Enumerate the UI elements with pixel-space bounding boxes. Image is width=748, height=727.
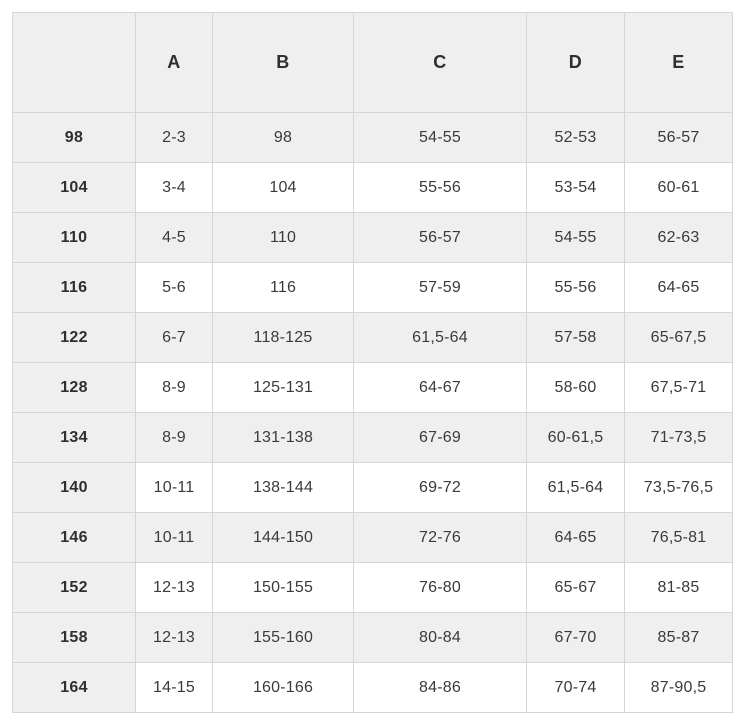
cell-b: 118-125 (212, 312, 354, 363)
table-row: 104 3-4 104 55-56 53-54 60-61 (12, 162, 733, 213)
row-label: 158 (12, 612, 136, 663)
cell-e: 65-67,5 (624, 312, 733, 363)
cell-b: 125-131 (212, 362, 354, 413)
cell-c: 67-69 (353, 412, 527, 463)
cell-e: 73,5-76,5 (624, 462, 733, 513)
cell-d: 57-58 (526, 312, 625, 363)
cell-c: 72-76 (353, 512, 527, 563)
table-row: 98 2-3 98 54-55 52-53 56-57 (12, 112, 733, 163)
cell-b: 104 (212, 162, 354, 213)
cell-a: 6-7 (135, 312, 213, 363)
cell-d: 61,5-64 (526, 462, 625, 513)
cell-d: 52-53 (526, 112, 625, 163)
cell-b: 98 (212, 112, 354, 163)
column-header-c: C (353, 12, 527, 113)
row-label: 164 (12, 662, 136, 713)
cell-a: 8-9 (135, 412, 213, 463)
cell-b: 138-144 (212, 462, 354, 513)
column-header-e: E (624, 12, 733, 113)
row-label: 104 (12, 162, 136, 213)
table-row: 134 8-9 131-138 67-69 60-61,5 71-73,5 (12, 412, 733, 463)
cell-a: 8-9 (135, 362, 213, 413)
cell-e: 71-73,5 (624, 412, 733, 463)
table-row: 152 12-13 150-155 76-80 65-67 81-85 (12, 562, 733, 613)
cell-e: 87-90,5 (624, 662, 733, 713)
cell-c: 84-86 (353, 662, 527, 713)
table-row: 140 10-11 138-144 69-72 61,5-64 73,5-76,… (12, 462, 733, 513)
cell-d: 70-74 (526, 662, 625, 713)
cell-c: 55-56 (353, 162, 527, 213)
table-row: 110 4-5 110 56-57 54-55 62-63 (12, 212, 733, 263)
row-label: 116 (12, 262, 136, 313)
cell-d: 55-56 (526, 262, 625, 313)
cell-e: 81-85 (624, 562, 733, 613)
column-header-b: B (212, 12, 354, 113)
cell-e: 60-61 (624, 162, 733, 213)
column-header-d: D (526, 12, 625, 113)
cell-a: 10-11 (135, 462, 213, 513)
cell-b: 110 (212, 212, 354, 263)
cell-c: 56-57 (353, 212, 527, 263)
row-label: 152 (12, 562, 136, 613)
cell-a: 12-13 (135, 612, 213, 663)
cell-a: 14-15 (135, 662, 213, 713)
cell-a: 12-13 (135, 562, 213, 613)
cell-e: 64-65 (624, 262, 733, 313)
cell-d: 60-61,5 (526, 412, 625, 463)
cell-b: 116 (212, 262, 354, 313)
row-label: 98 (12, 112, 136, 163)
table-row: 116 5-6 116 57-59 55-56 64-65 (12, 262, 733, 313)
cell-c: 69-72 (353, 462, 527, 513)
cell-a: 3-4 (135, 162, 213, 213)
row-label: 134 (12, 412, 136, 463)
table-row: 158 12-13 155-160 80-84 67-70 85-87 (12, 612, 733, 663)
row-label: 110 (12, 212, 136, 263)
table-row: 146 10-11 144-150 72-76 64-65 76,5-81 (12, 512, 733, 563)
cell-c: 54-55 (353, 112, 527, 163)
cell-c: 80-84 (353, 612, 527, 663)
cell-a: 4-5 (135, 212, 213, 263)
table-row: 164 14-15 160-166 84-86 70-74 87-90,5 (12, 662, 733, 713)
cell-d: 54-55 (526, 212, 625, 263)
cell-b: 160-166 (212, 662, 354, 713)
table-row: 122 6-7 118-125 61,5-64 57-58 65-67,5 (12, 312, 733, 363)
cell-e: 76,5-81 (624, 512, 733, 563)
cell-c: 61,5-64 (353, 312, 527, 363)
cell-c: 64-67 (353, 362, 527, 413)
cell-b: 144-150 (212, 512, 354, 563)
cell-e: 56-57 (624, 112, 733, 163)
cell-d: 53-54 (526, 162, 625, 213)
cell-d: 58-60 (526, 362, 625, 413)
cell-d: 64-65 (526, 512, 625, 563)
cell-a: 5-6 (135, 262, 213, 313)
cell-c: 76-80 (353, 562, 527, 613)
row-label: 122 (12, 312, 136, 363)
cell-c: 57-59 (353, 262, 527, 313)
cell-e: 67,5-71 (624, 362, 733, 413)
cell-e: 62-63 (624, 212, 733, 263)
header-row: A B C D E (12, 12, 733, 113)
size-chart-table: A B C D E 98 2-3 98 54-55 52-53 56-57 10… (12, 12, 733, 713)
column-header-a: A (135, 12, 213, 113)
row-label: 146 (12, 512, 136, 563)
table-row: 128 8-9 125-131 64-67 58-60 67,5-71 (12, 362, 733, 413)
cell-b: 155-160 (212, 612, 354, 663)
row-label: 128 (12, 362, 136, 413)
column-header-blank (12, 12, 136, 113)
cell-b: 150-155 (212, 562, 354, 613)
cell-a: 10-11 (135, 512, 213, 563)
cell-d: 65-67 (526, 562, 625, 613)
row-label: 140 (12, 462, 136, 513)
cell-b: 131-138 (212, 412, 354, 463)
cell-a: 2-3 (135, 112, 213, 163)
cell-d: 67-70 (526, 612, 625, 663)
cell-e: 85-87 (624, 612, 733, 663)
